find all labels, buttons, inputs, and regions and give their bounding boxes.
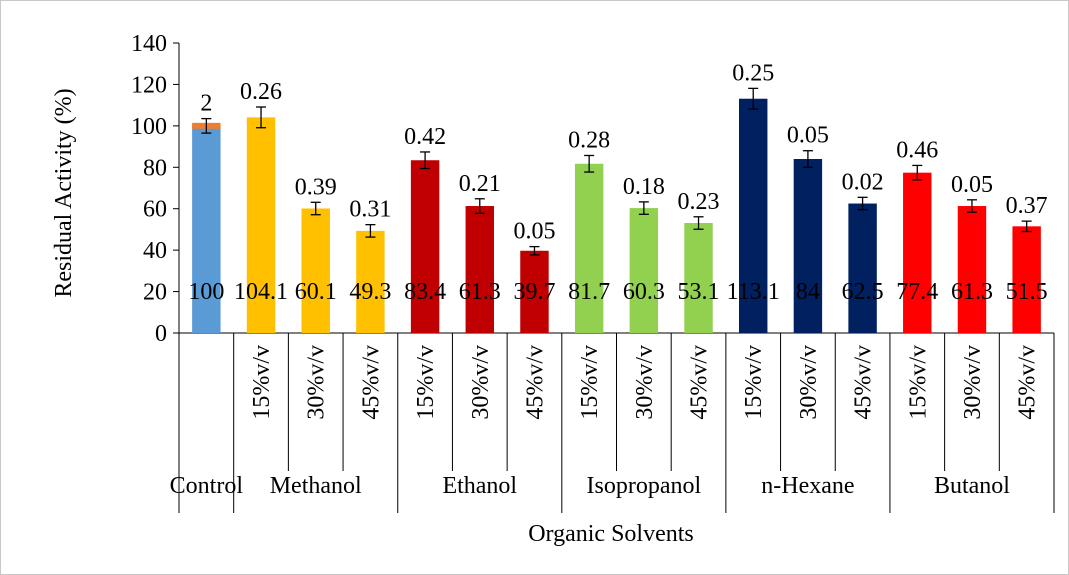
error-label: 0.02 [842, 169, 884, 195]
bar [301, 208, 330, 333]
bar [793, 159, 823, 333]
y-tick-label: 0 [155, 321, 167, 347]
bar [684, 223, 713, 333]
y-tick-label: 20 [143, 280, 167, 306]
error-label: 0.18 [623, 174, 665, 200]
error-label: 0.26 [240, 79, 282, 105]
bar [574, 163, 604, 333]
x-group-label: Control [170, 473, 244, 499]
x-subcategory-label: 15%v/v [413, 345, 439, 420]
y-tick-label: 40 [143, 238, 167, 264]
x-subcategory-label: 30%v/v [796, 345, 822, 420]
data-label: 53.1 [678, 279, 720, 305]
bar [903, 172, 932, 333]
x-subcategory-label: 15%v/v [249, 345, 275, 420]
x-group-label: n-Hexane [761, 473, 854, 499]
x-group-label: Methanol [270, 473, 362, 499]
error-label: 0.23 [678, 189, 720, 215]
y-tick-label: 120 [131, 72, 167, 98]
data-label: 39.7 [513, 279, 555, 305]
x-subcategory-label: 15%v/v [577, 345, 603, 420]
bar [1012, 226, 1041, 333]
bar [629, 208, 659, 333]
x-subcategory-label: 30%v/v [960, 345, 986, 420]
x-subcategory-label: 45%v/v [358, 345, 384, 420]
error-label: 2 [200, 91, 212, 117]
bar [356, 230, 385, 333]
data-label: 104.1 [234, 279, 288, 305]
x-subcategory-label: 30%v/v [632, 345, 658, 420]
bar [848, 203, 877, 333]
y-axis-label: Residual Activity (%) [51, 88, 77, 297]
bar [410, 160, 440, 333]
x-group-label: Ethanol [442, 473, 517, 499]
x-subcategory-label: 15%v/v [741, 345, 767, 420]
data-label: 49.3 [349, 279, 391, 305]
data-label: 84 [796, 279, 820, 305]
x-subcategory-label: 45%v/v [522, 345, 548, 420]
error-label: 0.46 [896, 137, 938, 163]
bar [246, 117, 276, 333]
x-subcategory-label: 45%v/v [1015, 345, 1041, 420]
error-label: 0.05 [951, 172, 993, 198]
error-label: 0.21 [459, 171, 501, 197]
y-tick-label: 100 [131, 114, 167, 140]
data-label: 51.5 [1006, 279, 1048, 305]
bar [192, 125, 221, 333]
data-label: 83.4 [404, 279, 446, 305]
bar [520, 250, 549, 333]
data-label: 100 [188, 279, 224, 305]
data-label: 61.3 [951, 279, 993, 305]
y-tick-label: 80 [143, 155, 167, 181]
data-label: 61.3 [459, 279, 501, 305]
x-subcategory-label: 30%v/v [468, 345, 494, 420]
x-group-label: Isopropanol [587, 473, 702, 499]
error-label: 0.28 [568, 127, 610, 153]
x-group-label: Butanol [934, 473, 1010, 499]
data-label: 113.1 [727, 279, 780, 305]
data-label: 62.5 [842, 279, 884, 305]
data-label: 60.3 [623, 279, 665, 305]
error-label: 0.37 [1006, 193, 1048, 219]
x-axis-label: Organic Solvents [528, 521, 694, 547]
bar [739, 98, 768, 333]
data-label: 81.7 [568, 279, 610, 305]
data-label: 77.4 [896, 279, 938, 305]
plot-area: 0 20 40 60 80 100 120 140 2 100 0.26 104.1 15%v/v 0.3… [131, 31, 1055, 513]
error-label: 0.25 [732, 60, 774, 86]
error-label: 0.31 [349, 197, 391, 223]
y-tick-label: 60 [143, 197, 167, 223]
bar [957, 206, 987, 333]
bar [465, 206, 494, 333]
error-label: 0.05 [513, 219, 555, 245]
y-tick-label: 140 [131, 31, 167, 57]
x-subcategory-label: 45%v/v [851, 345, 877, 420]
x-subcategory-label: 30%v/v [304, 345, 330, 420]
error-label: 0.39 [295, 174, 337, 200]
error-label: 0.05 [787, 123, 829, 149]
data-label: 60.1 [295, 279, 337, 305]
x-subcategory-label: 15%v/v [905, 345, 931, 420]
x-subcategory-label: 45%v/v [687, 345, 713, 420]
error-label: 0.42 [404, 124, 446, 150]
